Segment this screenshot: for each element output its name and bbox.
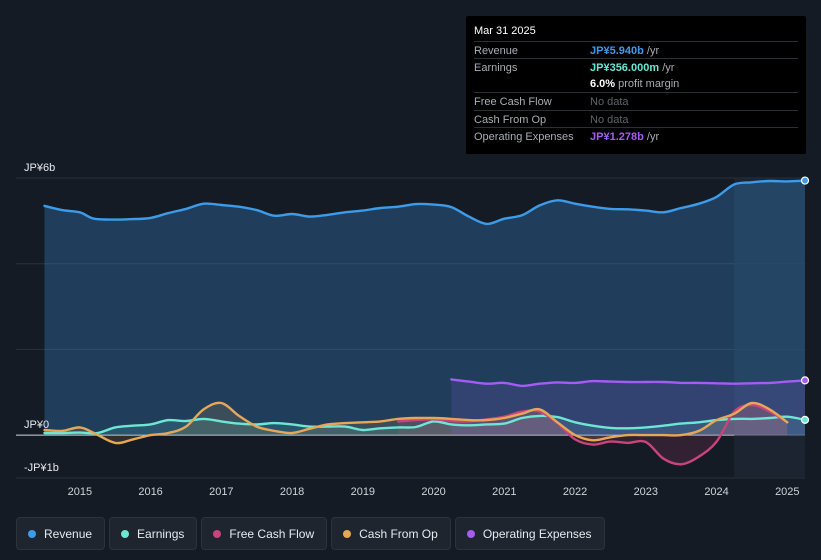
legend-dot-icon xyxy=(28,529,36,538)
tooltip-label: Revenue xyxy=(474,45,519,57)
legend-item-operating-expenses[interactable]: Operating Expenses xyxy=(454,517,605,550)
tooltip-date: Mar 31 2025 xyxy=(474,25,536,37)
legend-dot-icon xyxy=(466,529,475,538)
tooltip-row-cfo: Cash From Op No data xyxy=(474,110,798,128)
tooltip-label: Free Cash Flow xyxy=(474,96,552,108)
x-tick-label: 2023 xyxy=(634,486,658,498)
area-earnings xyxy=(44,415,805,436)
y-tick-label: JP¥0 xyxy=(24,419,49,431)
tooltip-label: Operating Expenses xyxy=(474,131,574,143)
y-axis-labels: JP¥6b JP¥0 -JP¥1b xyxy=(24,162,59,474)
line-free-cash-flow xyxy=(397,403,789,466)
tooltip-label: Cash From Op xyxy=(474,114,547,126)
tooltip-row-margin: 6.0% profit margin xyxy=(474,75,798,92)
x-tick-label: 2024 xyxy=(704,486,728,498)
area-cash-from-op xyxy=(44,402,788,444)
series-lines xyxy=(43,179,807,466)
series-endpoints xyxy=(800,176,810,424)
tooltip-row-fcf: Free Cash Flow No data xyxy=(474,92,798,110)
area-revenue xyxy=(44,180,805,436)
legend-label: Free Cash Flow xyxy=(229,526,315,541)
legend-item-free-cash-flow[interactable]: Free Cash Flow xyxy=(201,517,328,550)
y-tick-label: JP¥6b xyxy=(24,162,55,174)
line-earnings xyxy=(43,414,807,435)
legend-label: Cash From Op xyxy=(359,526,438,541)
tooltip-value: JP¥5.940b xyxy=(590,45,644,57)
tooltip-unit: /yr xyxy=(646,45,660,57)
x-tick-label: 2018 xyxy=(280,486,304,498)
tooltip-value: JP¥356.000m xyxy=(590,62,660,74)
legend-label: Earnings xyxy=(137,526,185,541)
chart-plot: JP¥6b JP¥0 -JP¥1b 2015 2016 2017 2018 2019 2020… xyxy=(16,162,810,498)
series-areas xyxy=(44,180,805,465)
x-tick-label: 2022 xyxy=(563,486,587,498)
x-tick-label: 2015 xyxy=(68,486,92,498)
line-cash-from-op xyxy=(43,401,789,445)
endpoint-operating-expenses xyxy=(800,376,810,385)
legend: Revenue Earnings Free Cash Flow Cash Fro… xyxy=(16,517,605,550)
tooltip-row-revenue: Revenue JP¥5.940b /yr xyxy=(474,41,798,59)
x-tick-label: 2016 xyxy=(138,486,162,498)
x-tick-label: 2021 xyxy=(492,486,516,498)
tooltip-label: Earnings xyxy=(474,62,518,74)
x-tick-label: 2020 xyxy=(421,486,445,498)
x-tick-label: 2019 xyxy=(351,486,375,498)
endpoint-earnings xyxy=(800,415,810,424)
legend-dot-icon xyxy=(213,529,222,538)
tooltip-value: No data xyxy=(590,114,629,126)
legend-dot-icon xyxy=(121,529,130,538)
tooltip-value: 6.0% xyxy=(590,78,616,90)
tooltip-row-earnings: Earnings JP¥356.000m /yr xyxy=(474,58,798,76)
legend-item-earnings[interactable]: Earnings xyxy=(109,517,198,550)
forecast-shade xyxy=(734,178,805,478)
tooltip-value: JP¥1.278b xyxy=(590,131,644,143)
tooltip-row-opex: Operating Expenses JP¥1.278b /yr xyxy=(474,127,798,145)
tooltip-unit: /yr xyxy=(646,131,660,143)
legend-label: Revenue xyxy=(44,526,93,541)
x-axis-labels: 2015 2016 2017 2018 2019 2020 2021 2022 2023 2024… xyxy=(68,486,800,498)
endpoint-revenue xyxy=(800,176,810,185)
legend-dot-icon xyxy=(343,529,352,538)
legend-label: Operating Expenses xyxy=(482,526,592,541)
x-tick-label: 2025 xyxy=(775,486,799,498)
line-revenue xyxy=(43,179,807,226)
area-operating-expenses xyxy=(451,379,805,436)
legend-item-revenue[interactable]: Revenue xyxy=(16,517,106,550)
y-tick-label: -JP¥1b xyxy=(24,462,59,474)
tooltip-value: No data xyxy=(590,96,629,108)
tooltip-unit: /yr xyxy=(662,62,675,74)
legend-item-cash-from-op[interactable]: Cash From Op xyxy=(331,517,451,550)
line-operating-expenses xyxy=(450,378,807,388)
tooltip-unit: profit margin xyxy=(618,78,680,90)
tooltip-panel: Mar 31 2025 Revenue JP¥5.940b /yr Earnin… xyxy=(466,16,806,154)
x-tick-label: 2017 xyxy=(209,486,233,498)
